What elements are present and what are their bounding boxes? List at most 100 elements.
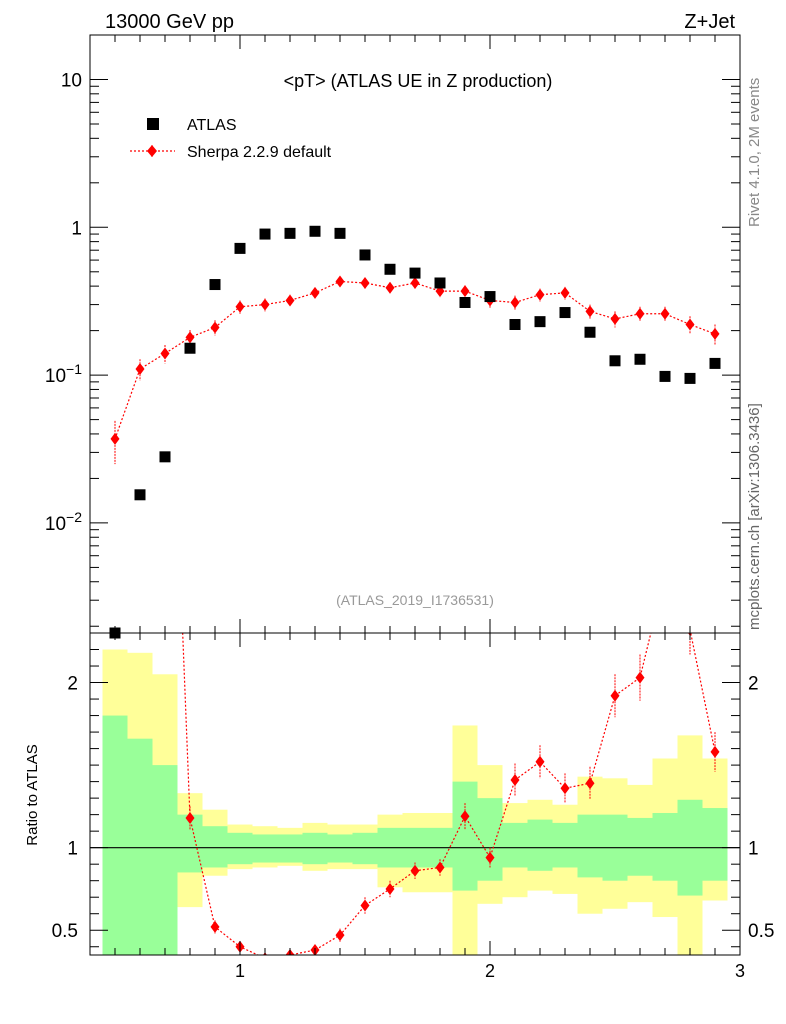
ratio-sherpa-point <box>360 899 370 912</box>
atlas-point <box>434 277 446 289</box>
sherpa-point <box>610 312 620 325</box>
sherpa-point <box>635 307 645 320</box>
analysis-id-label: (ATLAS_2019_I1736531) <box>336 592 494 608</box>
ratio-sherpa-point <box>460 810 470 823</box>
sherpa-point <box>510 296 520 309</box>
mcplots-label: mcplots.cern.ch [arXiv:1306.3436] <box>746 403 763 630</box>
ratio-sherpa-point <box>535 755 545 768</box>
atlas-point <box>384 263 396 275</box>
ratio-sherpa-point <box>635 671 645 684</box>
sherpa-point <box>360 276 370 289</box>
legend-sherpa-marker <box>147 145 157 157</box>
x-tick-label: 2 <box>485 961 495 981</box>
energy-label: 13000 GeV pp <box>105 11 234 33</box>
sherpa-point <box>185 331 195 344</box>
sherpa-point <box>685 318 695 331</box>
y-tick-label: 10 <box>61 70 82 91</box>
legend-atlas-marker <box>147 118 159 130</box>
ratio-band-green <box>202 826 228 868</box>
ratio-y-tick-label: 1 <box>67 839 78 860</box>
atlas-point <box>609 355 621 367</box>
sherpa-point <box>260 298 270 311</box>
ratio-band-green <box>327 834 353 863</box>
ratio-band-green <box>702 808 728 881</box>
ratio-sherpa-point <box>710 745 720 758</box>
atlas-point <box>259 228 271 240</box>
ratio-band-green <box>227 832 253 865</box>
sherpa-point <box>535 288 545 301</box>
ratio-sherpa-point <box>385 882 395 895</box>
atlas-point <box>184 342 196 354</box>
atlas-point <box>584 326 596 338</box>
ratio-sherpa-point <box>510 773 520 786</box>
atlas-point <box>159 451 171 463</box>
sherpa-point <box>660 307 670 320</box>
sherpa-point <box>335 275 345 288</box>
process-label: Z+Jet <box>684 11 735 33</box>
atlas-point <box>709 357 721 369</box>
sherpa-point <box>410 276 420 289</box>
ratio-sherpa-point <box>610 689 620 702</box>
ratio-sherpa-point <box>435 861 445 874</box>
ratio-y-tick-label-right: 2 <box>748 674 759 695</box>
atlas-point <box>534 316 546 328</box>
sherpa-point <box>285 294 295 307</box>
ratio-band-green <box>477 798 503 881</box>
ratio-band-green <box>252 834 278 863</box>
x-tick-label: 3 <box>735 961 745 981</box>
atlas-point <box>509 319 521 331</box>
ratio-band-green <box>652 812 678 881</box>
ratio-sherpa-point <box>161 181 170 193</box>
ratio-band-green <box>177 814 203 873</box>
legend: ATLAS Sherpa 2.2.9 default <box>130 117 332 161</box>
atlas-point <box>234 242 246 254</box>
y-tick-label: 10−2 <box>45 509 82 535</box>
ratio-band-green <box>102 715 128 955</box>
atlas-point <box>334 227 346 239</box>
atlas-point <box>209 279 221 291</box>
atlas-point <box>684 372 696 384</box>
atlas-point <box>659 370 671 382</box>
ratio-band-green <box>552 822 578 868</box>
ratio-sherpa-point <box>410 864 420 877</box>
ratio-y-tick-label-right: 0.5 <box>748 921 774 942</box>
sherpa-point <box>110 432 120 445</box>
ratio-sherpa-point <box>335 929 345 942</box>
ratio-sherpa-point <box>585 777 595 790</box>
x-tick-label: 1 <box>235 961 245 981</box>
atlas-point <box>634 353 646 365</box>
y-tick-label: 1 <box>71 218 82 239</box>
atlas-point <box>284 227 296 239</box>
ratio-band-green <box>127 738 153 955</box>
ratio-axis-label: Ratio to ATLAS <box>24 744 41 845</box>
ratio-band-green <box>452 781 478 891</box>
y-tick-label: 10−1 <box>45 361 82 387</box>
atlas-point <box>359 249 371 261</box>
atlas-point <box>559 307 571 319</box>
ratio-band-green <box>577 814 603 878</box>
atlas-point <box>134 489 146 501</box>
sherpa-point <box>560 286 570 299</box>
chart-title: <pT> (ATLAS UE in Z production) <box>284 71 553 91</box>
ratio-band-green <box>352 832 378 865</box>
atlas-point <box>309 225 321 237</box>
ratio-sherpa-point <box>661 569 670 581</box>
sherpa-point <box>135 362 145 375</box>
sherpa-point <box>210 321 220 334</box>
legend-sherpa-label: Sherpa 2.2.9 default <box>187 144 332 161</box>
ratio-y-tick-label: 0.5 <box>52 921 78 942</box>
atlas-point <box>409 267 421 279</box>
sherpa-point <box>385 281 395 294</box>
ratio-sherpa-point <box>210 920 220 933</box>
ratio-band-green <box>627 817 653 876</box>
sherpa-point <box>310 286 320 299</box>
ratio-y-tick-label-right: 1 <box>748 839 759 860</box>
atlas-point <box>459 296 471 308</box>
ratio-sherpa-point <box>185 811 195 824</box>
ratio-sherpa-point <box>560 782 570 795</box>
sherpa-line <box>114 280 716 440</box>
sherpa-point <box>710 327 720 340</box>
rivet-version-label: Rivet 4.1.0, 2M events <box>746 78 763 227</box>
legend-atlas-label: ATLAS <box>187 117 237 134</box>
ratio-band-green <box>502 822 528 868</box>
